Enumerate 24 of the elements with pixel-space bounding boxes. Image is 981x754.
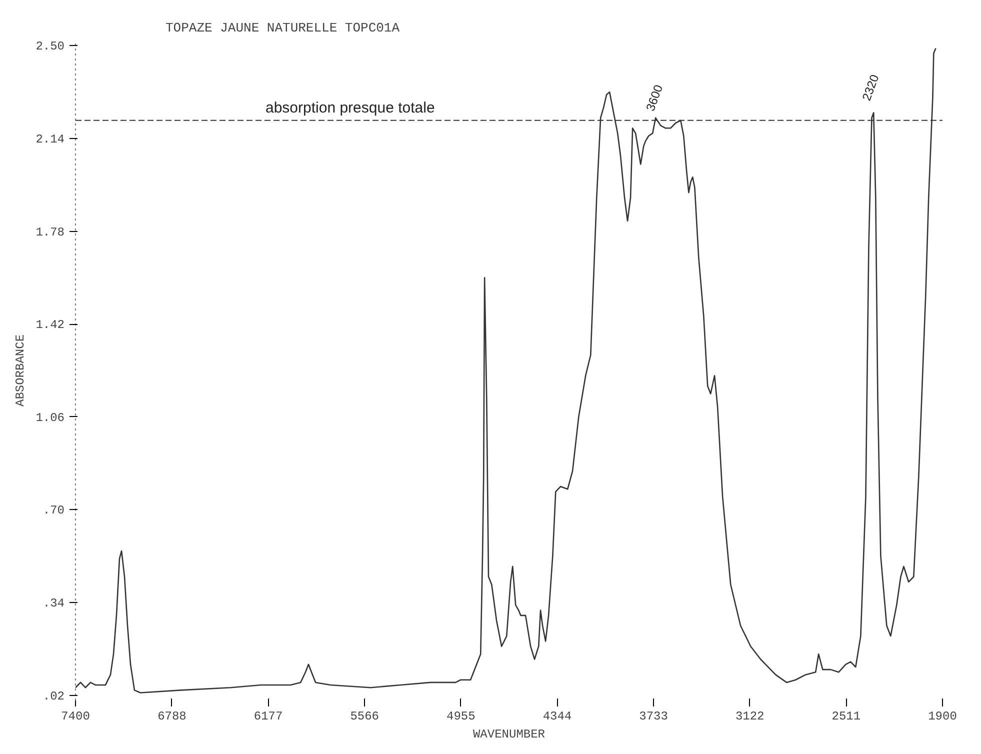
x-tick-label: 5566 bbox=[350, 710, 380, 724]
x-tick-label: 7400 bbox=[61, 710, 90, 724]
chart-title: TOPAZE JAUNE NATURELLE TOPC01A bbox=[166, 20, 400, 36]
x-tick-label: 4344 bbox=[542, 710, 572, 724]
y-tick-label: 2.14 bbox=[36, 132, 65, 146]
x-tick-label: 1900 bbox=[928, 710, 957, 724]
x-axis-title: WAVENUMBER bbox=[472, 728, 546, 742]
annotation: 2320 bbox=[859, 72, 882, 103]
y-tick-label: .02 bbox=[42, 689, 65, 704]
y-tick-label: .34 bbox=[42, 596, 65, 611]
x-tick-label: 4955 bbox=[446, 710, 476, 724]
x-tick-label: 2511 bbox=[832, 710, 861, 724]
y-tick-label: 1.78 bbox=[36, 225, 65, 240]
y-tick-label: 1.06 bbox=[36, 410, 65, 425]
annotation: 3600 bbox=[643, 82, 666, 113]
y-tick-label: 1.42 bbox=[36, 318, 65, 332]
y-tick-label: .70 bbox=[42, 504, 65, 518]
x-tick-label: 3122 bbox=[735, 710, 764, 724]
y-tick-label: 2.50 bbox=[36, 40, 65, 54]
y-axis-title: ABSORBANCE bbox=[14, 334, 28, 407]
x-tick-label: 6788 bbox=[158, 710, 186, 724]
x-tick-label: 6177 bbox=[254, 710, 283, 724]
x-tick-label: 3733 bbox=[639, 710, 668, 724]
ref-line-label: absorption presque totale bbox=[266, 99, 435, 116]
